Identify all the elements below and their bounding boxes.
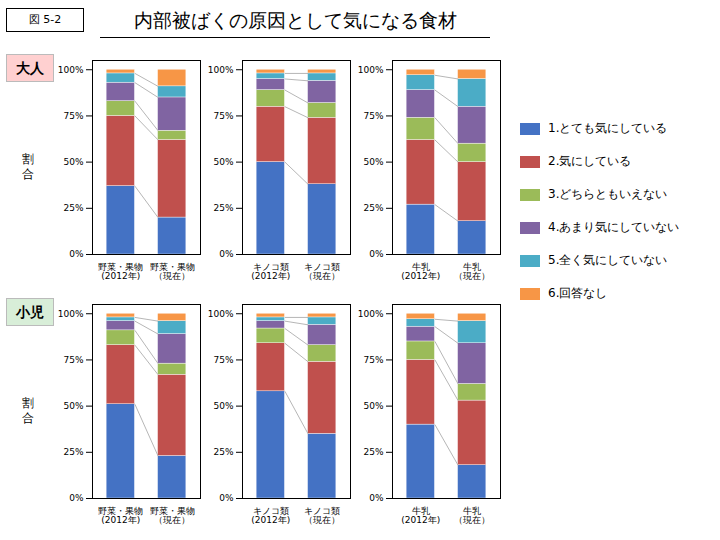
svg-text:50%: 50% <box>363 157 383 167</box>
svg-text:100%: 100% <box>358 65 384 75</box>
svg-text:牛乳(2012年): 牛乳(2012年) <box>401 262 440 281</box>
svg-text:25%: 25% <box>213 447 233 457</box>
svg-text:25%: 25% <box>63 203 83 213</box>
svg-text:100%: 100% <box>358 309 384 319</box>
html-text:1.とても気にしている: 1.とても気にしている <box>548 121 668 135</box>
svg-text:50%: 50% <box>213 157 233 167</box>
svg-text:0%: 0% <box>69 493 84 503</box>
svg-text:野菜・果物（現在）: 野菜・果物（現在） <box>150 262 195 281</box>
svg-text:野菜・果物(2012年): 野菜・果物(2012年) <box>98 506 143 525</box>
svg-text:100%: 100% <box>208 309 234 319</box>
svg-text:0%: 0% <box>369 493 384 503</box>
svg-text:50%: 50% <box>363 401 383 411</box>
svg-text:牛乳（現在）: 牛乳（現在） <box>454 506 490 525</box>
html-text:4.あまり気にしていない: 4.あまり気にしていない <box>548 220 680 234</box>
svg-text:牛乳(2012年): 牛乳(2012年) <box>401 506 440 525</box>
html-text:3.どちらともいえない: 3.どちらともいえない <box>548 187 668 201</box>
svg-text:25%: 25% <box>63 447 83 457</box>
svg-text:100%: 100% <box>58 65 84 75</box>
svg-text:75%: 75% <box>213 355 233 365</box>
html-text:大人: 大人 <box>16 60 44 76</box>
svg-text:75%: 75% <box>63 355 83 365</box>
html-text:割 合: 割 合 <box>22 396 34 425</box>
svg-text:100%: 100% <box>58 309 84 319</box>
html-text:内部被ばくの原因として気になる食材: 内部被ばくの原因として気になる食材 <box>133 9 457 31</box>
svg-text:75%: 75% <box>213 111 233 121</box>
svg-text:100%: 100% <box>208 65 234 75</box>
svg-text:25%: 25% <box>363 447 383 457</box>
svg-text:75%: 75% <box>363 355 383 365</box>
svg-text:牛乳（現在）: 牛乳（現在） <box>454 262 490 281</box>
svg-text:50%: 50% <box>213 401 233 411</box>
html-text:2.気にしている: 2.気にしている <box>548 154 632 168</box>
svg-text:50%: 50% <box>63 401 83 411</box>
svg-text:キノコ類（現在）: キノコ類（現在） <box>304 506 340 525</box>
svg-text:25%: 25% <box>363 203 383 213</box>
svg-text:野菜・果物(2012年): 野菜・果物(2012年) <box>98 262 143 281</box>
svg-text:キノコ類(2012年): キノコ類(2012年) <box>251 506 290 525</box>
svg-text:75%: 75% <box>363 111 383 121</box>
html-text:5.全く気にしていない: 5.全く気にしていない <box>548 253 668 267</box>
html-text:割 合: 割 合 <box>22 152 34 181</box>
svg-text:0%: 0% <box>369 249 384 259</box>
html-text:6.回答なし: 6.回答なし <box>548 286 608 300</box>
svg-text:0%: 0% <box>219 493 234 503</box>
svg-text:キノコ類(2012年): キノコ類(2012年) <box>251 262 290 281</box>
svg-text:50%: 50% <box>63 157 83 167</box>
html-text:小児: 小児 <box>16 304 44 320</box>
svg-text:キノコ類（現在）: キノコ類（現在） <box>304 262 340 281</box>
svg-text:0%: 0% <box>219 249 234 259</box>
svg-text:野菜・果物（現在）: 野菜・果物（現在） <box>150 506 195 525</box>
svg-text:0%: 0% <box>69 249 84 259</box>
html-text:図 5-2: 図 5-2 <box>28 13 62 26</box>
svg-text:25%: 25% <box>213 203 233 213</box>
svg-text:75%: 75% <box>63 111 83 121</box>
